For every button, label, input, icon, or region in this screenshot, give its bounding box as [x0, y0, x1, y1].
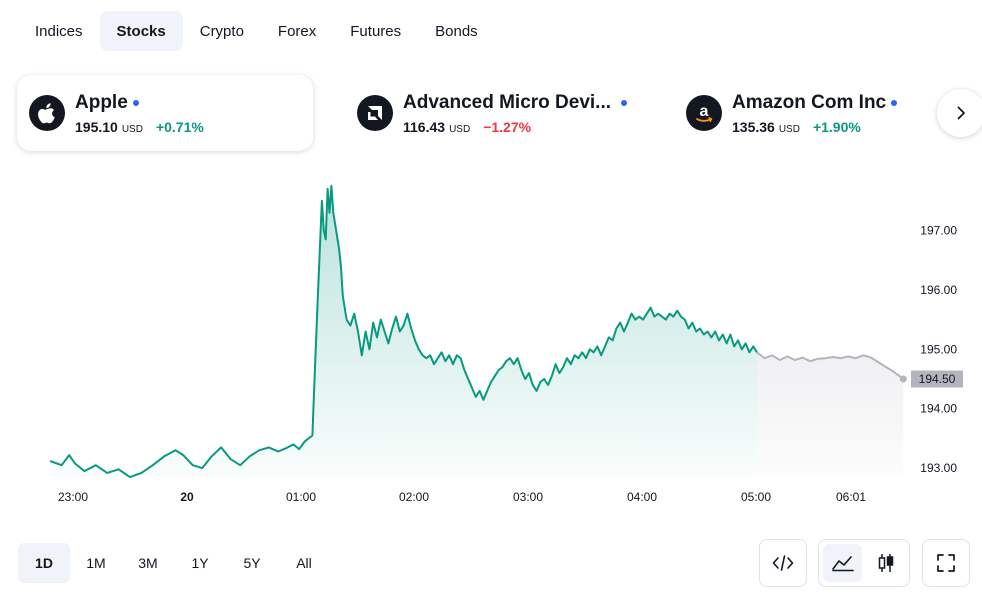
- y-axis: 197.00 196.00 195.00 194.00 193.00: [920, 224, 957, 476]
- symbol-change: −1.27%: [483, 118, 532, 135]
- last-price-label: 194.50: [919, 372, 956, 386]
- y-tick-label: 196.00: [920, 283, 957, 297]
- next-symbols-button[interactable]: [937, 89, 982, 137]
- range-1m[interactable]: 1M: [86, 555, 106, 571]
- tab-bonds[interactable]: Bonds: [435, 22, 478, 40]
- range-5y[interactable]: 5Y: [243, 555, 261, 571]
- symbol-card-apple[interactable]: Apple 195.10 USD +0.71%: [17, 75, 313, 151]
- y-tick-label: 197.00: [920, 224, 957, 238]
- symbol-currency: USD: [121, 123, 143, 135]
- extended-session-area: [757, 352, 904, 476]
- symbol-currency: USD: [449, 123, 471, 135]
- tab-stocks[interactable]: Stocks: [99, 11, 183, 51]
- last-price-dot: [899, 375, 907, 383]
- embed-button[interactable]: [759, 539, 807, 587]
- x-tick-label: 04:00: [627, 490, 657, 504]
- y-tick-label: 193.00: [920, 461, 957, 475]
- range-1d[interactable]: 1D: [18, 543, 70, 583]
- amd-logo-icon: [357, 95, 393, 131]
- range-all[interactable]: All: [296, 555, 312, 571]
- symbol-card-amd[interactable]: Advanced Micro Devi... 116.43 USD −1.27%: [345, 75, 645, 151]
- live-indicator: [132, 99, 139, 106]
- apple-logo-icon: [29, 95, 65, 131]
- symbol-name: Amazon Com Inc: [732, 91, 887, 113]
- symbol-price: 135.36: [732, 118, 775, 135]
- fullscreen-icon: [937, 554, 955, 572]
- symbol-change: +1.90%: [812, 118, 861, 135]
- symbol-card-amazon[interactable]: a Amazon Com Inc 135.36 USD +1.90%: [674, 75, 914, 151]
- area-chart-icon: [831, 556, 854, 572]
- market-tabs: Indices Stocks Crypto Forex Futures Bond…: [18, 11, 495, 51]
- symbol-price: 195.10: [75, 118, 118, 135]
- area-style-button[interactable]: [823, 544, 862, 582]
- range-1y[interactable]: 1Y: [191, 555, 209, 571]
- regular-session-line: [49, 184, 758, 479]
- x-axis: 23:00 20 01:00 02:00 03:00 04:00 05:00 06:01: [58, 490, 866, 504]
- range-selector: 1D 1M 3M 1Y 5Y All: [18, 543, 330, 583]
- tab-forex[interactable]: Forex: [277, 22, 317, 40]
- x-tick-label: 06:01: [836, 490, 866, 504]
- chevron-right-icon: [957, 106, 965, 120]
- x-tick-label: 01:00: [286, 490, 316, 504]
- x-tick-label: 03:00: [513, 490, 543, 504]
- x-tick-label: 20: [180, 490, 194, 504]
- symbol-price: 116.43: [403, 118, 446, 135]
- symbol-currency: USD: [778, 123, 800, 135]
- range-3m[interactable]: 3M: [138, 555, 158, 571]
- last-price-marker: 194.50: [911, 370, 963, 388]
- live-indicator: [891, 99, 898, 106]
- regular-session-area: [50, 185, 757, 478]
- tab-crypto[interactable]: Crypto: [199, 22, 244, 40]
- chart-style-toggle: [818, 539, 910, 587]
- x-tick-label: 23:00: [58, 490, 88, 504]
- live-indicator: [621, 99, 627, 106]
- amazon-logo-icon: a: [686, 95, 722, 131]
- y-tick-label: 194.00: [920, 402, 957, 416]
- tab-futures[interactable]: Futures: [350, 22, 402, 40]
- extended-session-line: [756, 351, 904, 380]
- price-chart[interactable]: 197.00 196.00 195.00 194.00 193.00 23:00 20 01…: [0, 160, 982, 510]
- x-tick-label: 05:00: [741, 490, 771, 504]
- tab-indices[interactable]: Indices: [35, 22, 83, 40]
- candles-style-button[interactable]: [866, 544, 905, 582]
- x-tick-label: 02:00: [399, 490, 429, 504]
- symbol-name: Apple: [75, 91, 128, 113]
- candlestick-icon: [878, 554, 893, 572]
- symbol-name: Advanced Micro Devi...: [403, 91, 612, 113]
- svg-text:a: a: [700, 103, 709, 120]
- symbol-change: +0.71%: [155, 118, 204, 135]
- code-icon: [772, 555, 794, 571]
- y-tick-label: 195.00: [920, 342, 957, 356]
- fullscreen-button[interactable]: [922, 539, 970, 587]
